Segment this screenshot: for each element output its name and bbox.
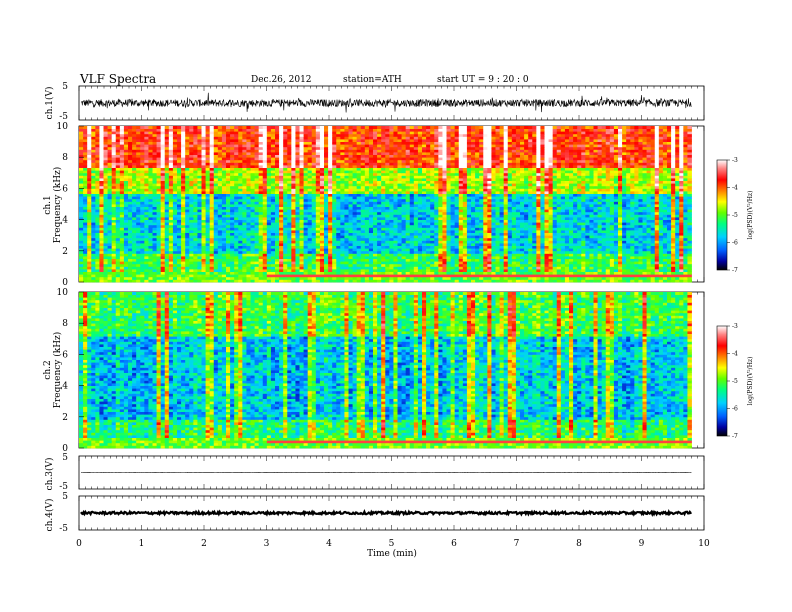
x-tick-label: 9: [639, 539, 645, 549]
ch1-ytick-top: 5: [62, 82, 68, 92]
x-tick-label: 2: [201, 539, 207, 549]
ch3-ytick-bottom: -5: [59, 482, 68, 492]
x-tick-label: 3: [264, 539, 270, 549]
colorbar-tick-label: -7: [732, 267, 738, 274]
frequency-tick-label: 8: [62, 319, 68, 329]
ch2-colorbar: -3 -4 -5 -6 -7 log(PSD)(V²/Hz): [716, 323, 754, 440]
waveform-trace: [80, 508, 692, 517]
x-tick-label: 8: [576, 539, 582, 549]
frequency-tick-label: 10: [57, 122, 69, 132]
frequency-tick-label: 2: [62, 247, 68, 257]
x-tick-label: 1: [139, 539, 145, 549]
colorbar-tick-label: -7: [732, 433, 738, 440]
frequency-tick-label: 4: [62, 216, 68, 226]
ch2-frequency-label: Frequency (kHz): [52, 332, 63, 409]
frequency-tick-label: 0: [62, 444, 68, 454]
ch3-ylabel: ch.3(V): [44, 458, 55, 491]
ch1-spectrogram-yticks: 0 2 4 6 8 10: [57, 122, 84, 288]
x-tick-label: 4: [326, 539, 332, 549]
ch1-waveform: [80, 92, 692, 113]
x-tick-labels: 0 1 2 3 4 5 6 7 8 9 10: [76, 539, 710, 549]
colorbar-tick-label: -4: [732, 351, 738, 358]
waveform-trace: [80, 92, 692, 113]
chart-title: VLF Spectra: [79, 72, 156, 86]
x-tick-label: 7: [514, 539, 520, 549]
ch1-ylabel: ch.1(V): [44, 87, 55, 120]
ch1-spectrogram: [79, 126, 692, 283]
ch3-ytick-top: 5: [62, 453, 68, 463]
ch1-colorbar: -3 -4 -5 -6 -7 log(PSD)(V²/Hz): [716, 157, 754, 274]
station-label: station=ATH: [343, 75, 402, 85]
colorbar-tick-label: -3: [732, 323, 738, 330]
frequency-tick-label: 4: [62, 382, 68, 392]
frequency-tick-label: 6: [62, 350, 68, 360]
date-label: Dec.26, 2012: [251, 75, 312, 85]
ch1-colorbar-label: log(PSD)(V²/Hz): [747, 191, 754, 240]
colorbar-tick-label: -5: [732, 378, 738, 385]
ch4-waveform: [80, 508, 692, 517]
ch2-spectrogram-yticks: 0 2 4 6 8 10: [57, 288, 84, 454]
frequency-tick-label: 8: [62, 153, 68, 163]
colorbar-tick-label: -6: [732, 240, 738, 247]
ch4-ylabel: ch.4(V): [44, 499, 55, 532]
x-axis-label: Time (min): [367, 548, 417, 559]
colorbar-tick-label: -3: [732, 157, 738, 164]
frequency-tick-label: 0: [62, 278, 68, 288]
ch2-spectrogram: [79, 292, 692, 449]
ch2-channel-label: ch.2: [43, 360, 53, 379]
colorbar-tick-label: -4: [732, 185, 738, 192]
frequency-tick-label: 2: [62, 413, 68, 423]
colorbar-tick-label: -6: [732, 406, 738, 413]
ch2-colorbar-label: log(PSD)(V²/Hz): [747, 357, 754, 406]
x-tick-label: 6: [451, 539, 457, 549]
ch1-ytick-bottom: -5: [59, 112, 68, 122]
colorbar-tick-label: -5: [732, 212, 738, 219]
ch4-ytick-bottom: -5: [59, 524, 68, 534]
frequency-tick-label: 6: [62, 184, 68, 194]
frequency-tick-label: 10: [57, 288, 69, 298]
ch1-frequency-label: Frequency (kHz): [52, 167, 63, 244]
x-tick-label: 10: [698, 539, 710, 549]
ch1-channel-label: ch.1: [43, 195, 53, 214]
x-tick-label: 0: [76, 539, 82, 549]
x-tick-label: 5: [389, 539, 395, 549]
ch4-ytick-top: 5: [62, 492, 68, 502]
start-time-label: start UT = 9 : 20 : 0: [437, 75, 529, 85]
